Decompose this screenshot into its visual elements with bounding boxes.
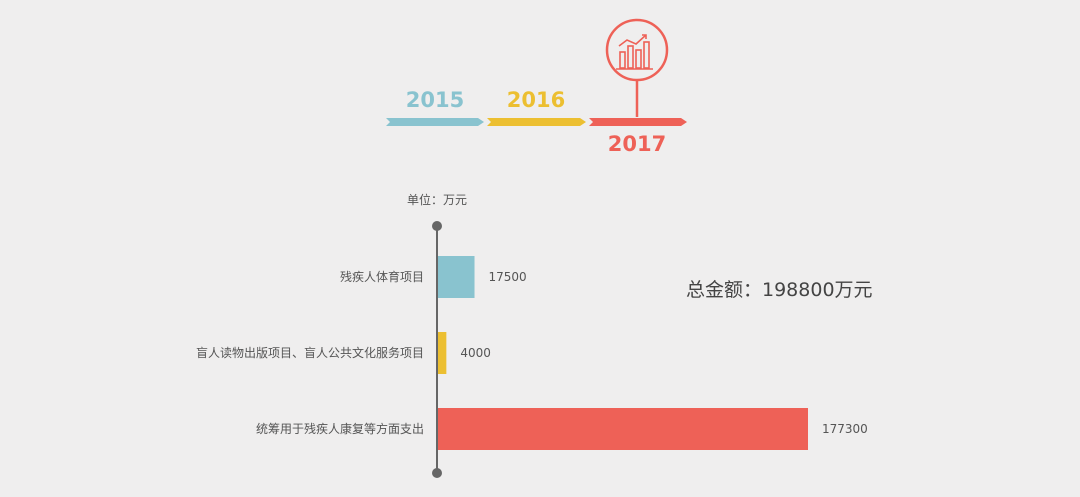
category-label-1: 残疾人体育项目: [340, 269, 424, 284]
category-label-2: 盲人读物出版项目、盲人公共文化服务项目: [196, 345, 424, 360]
timeline-segment-2016: [487, 118, 586, 126]
bar-3: [438, 408, 808, 450]
bar-chart: 单位：万元 残疾人体育项目 17500 盲人读物出版项目、盲人公共文化服务项目 400…: [196, 192, 868, 478]
unit-label: 单位：万元: [407, 192, 467, 207]
bars-group: 残疾人体育项目 17500 盲人读物出版项目、盲人公共文化服务项目 4000 统筹用于残…: [196, 256, 868, 450]
timeline-year-2017: 2017: [608, 132, 666, 156]
timeline-segment-2015: [386, 118, 484, 126]
bar-chart-icon: [605, 18, 669, 126]
timeline-year-2015: 2015: [406, 88, 464, 112]
bar-2: [438, 332, 447, 374]
value-label-3: 177300: [822, 422, 868, 436]
value-label-2: 4000: [460, 346, 491, 360]
y-axis-top-dot: [432, 221, 442, 231]
category-label-3: 统筹用于残疾人康复等方面支出: [256, 421, 424, 436]
timeline: 2015 2016 2017: [386, 18, 687, 156]
total-amount: 总金额：198800万元: [686, 279, 873, 301]
y-axis-bottom-dot: [432, 468, 442, 478]
timeline-year-2016: 2016: [507, 88, 565, 112]
bar-1: [438, 256, 475, 298]
value-label-1: 17500: [489, 270, 527, 284]
